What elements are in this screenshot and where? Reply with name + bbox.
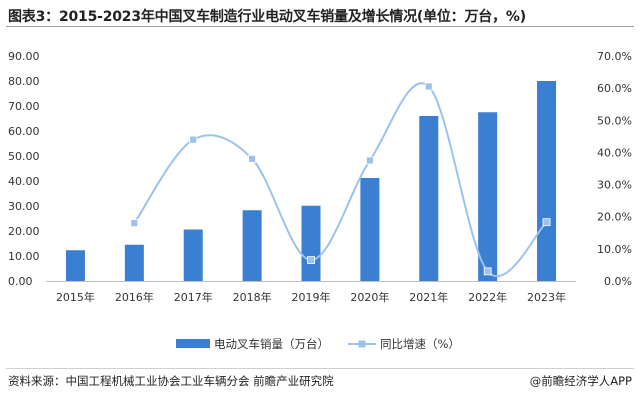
y-left-tick-label: 40.00 bbox=[8, 175, 40, 188]
title-divider bbox=[6, 26, 634, 27]
y-left-tick-label: 80.00 bbox=[8, 75, 40, 88]
growth-point bbox=[189, 135, 198, 144]
x-tick-label: 2015年 bbox=[56, 290, 95, 304]
legend-bar-swatch bbox=[176, 339, 210, 348]
growth-point bbox=[365, 156, 374, 165]
y-right-tick-label: 50.0% bbox=[597, 114, 632, 127]
growth-point bbox=[483, 267, 492, 276]
x-tick-label: 2019年 bbox=[292, 290, 331, 304]
bar bbox=[360, 178, 380, 281]
y-left-tick-label: 0.00 bbox=[8, 275, 33, 288]
growth-point bbox=[307, 256, 315, 265]
legend-bar-label: 电动叉车销量（万台） bbox=[214, 337, 329, 351]
growth-line bbox=[133, 82, 548, 277]
y-right-tick-label: 0.0% bbox=[604, 275, 632, 288]
y-right-tick-label: 30.0% bbox=[597, 179, 632, 192]
y-right-tick-label: 70.0% bbox=[597, 50, 632, 63]
y-left-tick-label: 20.00 bbox=[8, 225, 40, 238]
y-right-tick-label: 40.0% bbox=[597, 146, 632, 159]
x-tick-label: 2017年 bbox=[174, 290, 213, 304]
bar bbox=[478, 112, 498, 281]
y-left-tick-label: 70.00 bbox=[8, 100, 40, 113]
bar bbox=[183, 229, 203, 281]
y-right-tick-label: 20.0% bbox=[597, 211, 632, 224]
y-right-tick-label: 60.0% bbox=[597, 82, 632, 95]
x-tick-label: 2018年 bbox=[233, 290, 272, 304]
growth-point bbox=[424, 82, 433, 91]
source-note: 资料来源：中国工程机械工业协会工业车辆分会 前瞻产业研究院 bbox=[8, 374, 334, 388]
x-tick-label: 2022年 bbox=[468, 290, 507, 304]
legend-line-label: 同比增速（%） bbox=[380, 337, 460, 351]
chart-title: 图表3：2015-2023年中国叉车制造行业电动叉车销量及增长情况(单位：万台，… bbox=[8, 9, 526, 25]
bar bbox=[301, 205, 321, 281]
bar bbox=[65, 250, 85, 281]
brand-label: @前瞻经济学人APP bbox=[529, 374, 632, 388]
y-left-tick-label: 90.00 bbox=[8, 50, 40, 63]
bar bbox=[242, 210, 262, 281]
y-left-tick-label: 50.00 bbox=[8, 150, 40, 163]
x-tick-label: 2021年 bbox=[409, 290, 448, 304]
bar bbox=[419, 116, 439, 281]
y-left-tick-label: 10.00 bbox=[8, 250, 40, 263]
y-left-tick-label: 60.00 bbox=[8, 125, 40, 138]
y-right-tick-label: 10.0% bbox=[597, 243, 632, 256]
legend-line-marker bbox=[358, 340, 366, 348]
source-divider bbox=[6, 368, 634, 369]
growth-point bbox=[130, 219, 139, 228]
bar bbox=[537, 81, 557, 281]
x-tick-label: 2020年 bbox=[350, 290, 389, 304]
growth-point bbox=[248, 154, 257, 163]
growth-point bbox=[542, 218, 551, 227]
x-tick-label: 2016年 bbox=[115, 290, 154, 304]
x-tick-label: 2023年 bbox=[527, 290, 566, 304]
y-left-tick-label: 30.00 bbox=[8, 200, 40, 213]
bar bbox=[124, 244, 144, 281]
